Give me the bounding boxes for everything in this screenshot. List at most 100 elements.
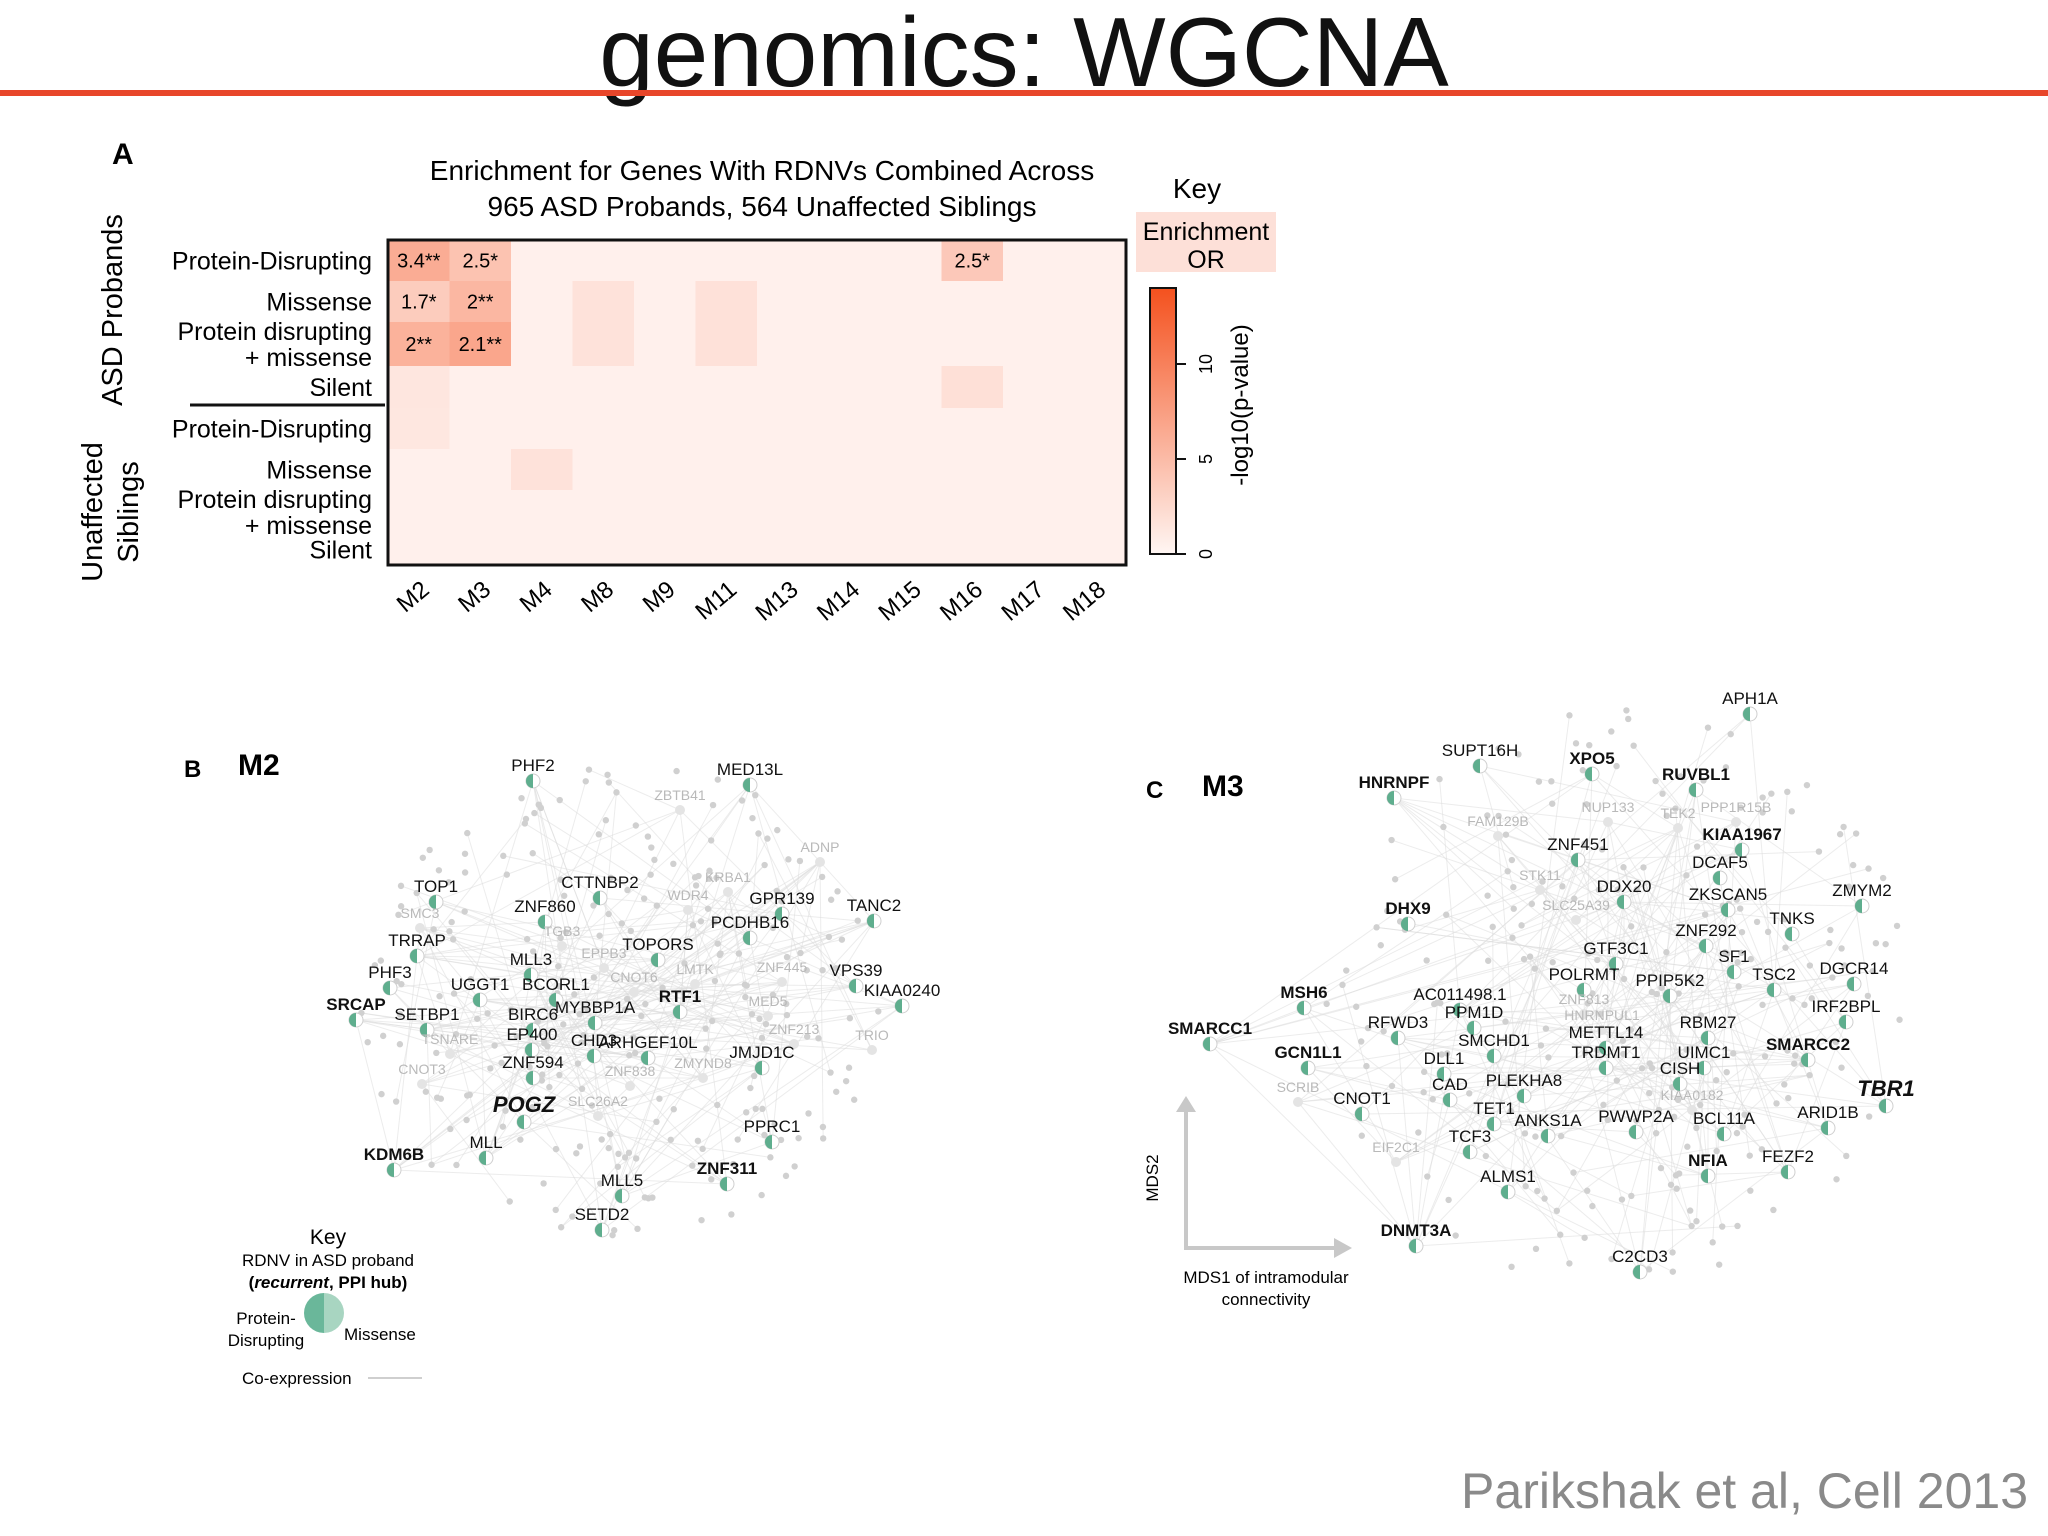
coexpression-edge [1605, 1067, 1829, 1129]
gene-dot [1688, 978, 1695, 985]
gene-dot [1836, 831, 1844, 838]
column-label: M3 [453, 576, 496, 618]
coexpression-edge [532, 780, 626, 1158]
coexpression-edge [532, 784, 751, 1079]
gene-dot [1504, 868, 1511, 875]
gene-node-half [1541, 1129, 1548, 1143]
gene-dot [371, 962, 379, 969]
coexpression-edge [1415, 1009, 1461, 1247]
gene-dot [1730, 1050, 1737, 1057]
coexpression-edge [1603, 1037, 1709, 1106]
coexpression-edge [436, 999, 481, 1098]
gene-node: KIAA1967 [1702, 825, 1782, 858]
gene-dot [1532, 1245, 1540, 1253]
gene-dot [597, 1180, 604, 1187]
gene-node: KRBA1 [705, 869, 751, 897]
gene-dot [642, 1000, 649, 1008]
gene-dot [1735, 983, 1742, 990]
gene-dot [627, 927, 635, 935]
gene-dot [714, 776, 722, 783]
gene-label: MED5 [749, 993, 788, 1009]
gene-dot [708, 1176, 715, 1183]
gene-dot [413, 889, 420, 897]
b-key-line1: RDNV in ASD proband [242, 1251, 414, 1270]
coexpression-edge [1443, 1029, 1603, 1075]
gene-node-half [588, 1016, 595, 1030]
coexpression-edge [1545, 1028, 1693, 1111]
gene-node-half [429, 895, 436, 909]
gene-dot [825, 933, 833, 941]
coexpression-edge [1605, 1047, 1697, 1129]
gene-dot [1849, 861, 1857, 869]
gene-label: STK11 [1519, 867, 1561, 883]
coexpression-edge [727, 891, 748, 986]
gene-dot [815, 1035, 822, 1042]
gene-dot [803, 967, 810, 974]
gene-node-faint [1293, 1097, 1303, 1107]
gene-node: ZNF445 [757, 959, 807, 987]
gene-dot [1452, 1232, 1459, 1239]
gene-dot [396, 1011, 404, 1018]
gene-label: TRDMT1 [1572, 1043, 1641, 1062]
gene-dot [1377, 942, 1384, 949]
coexpression-edge [1493, 1055, 1725, 1135]
gene-dot [750, 1072, 758, 1080]
gene-dot [1549, 959, 1556, 966]
gene-dot [614, 1163, 622, 1170]
gene-node: EPPB3 [581, 945, 627, 973]
gene-dot [774, 826, 781, 834]
gene-label: TSNARE [422, 1031, 479, 1047]
gene-node-half [1409, 1239, 1416, 1253]
gene-dot [537, 804, 545, 812]
gene-label: EIF2C1 [1372, 1139, 1420, 1155]
gene-dot [1415, 1129, 1422, 1136]
coexpression-edge [1395, 942, 1830, 1163]
gene-dot [1600, 1101, 1607, 1109]
gene-dot [1510, 883, 1517, 891]
gene-node-half [1599, 1061, 1606, 1075]
gene-dot [1741, 1111, 1748, 1118]
coexpression-edge [1556, 983, 1855, 1212]
gene-dot [540, 1180, 547, 1187]
gene-node: ANKS1A [1514, 1111, 1582, 1144]
coexpression-edge [1303, 901, 1625, 1009]
coexpression-edge [416, 955, 451, 1055]
gene-node-half [538, 915, 545, 929]
gene-label: MLL [469, 1133, 502, 1152]
slide-title: genomics: WGCNA [599, 0, 1449, 107]
gene-node-half [1855, 899, 1862, 913]
gene-dot [783, 1000, 790, 1008]
gene-dot [1697, 1012, 1705, 1019]
gene-dot [1815, 848, 1823, 855]
gene-node: SF1 [1718, 947, 1750, 980]
gene-dot [1584, 1000, 1591, 1007]
gene-dot [1747, 955, 1755, 963]
gene-dot [1673, 1185, 1680, 1192]
gene-dot [397, 882, 405, 890]
coexpression-edge [532, 993, 575, 1031]
gene-label: SETBP1 [394, 1005, 459, 1024]
coexpression-edge [1449, 1099, 1650, 1270]
mds-axes: MDS2 MDS1 of intramodular connectivity [1143, 1096, 1352, 1309]
gene-dot [819, 1123, 827, 1131]
gene-dot [1841, 962, 1848, 969]
gene-node-faint [1571, 915, 1581, 925]
coexpression-edge [1539, 889, 1726, 953]
row-group-siblings-line1: Unaffected [77, 442, 109, 582]
gene-node: GCN1L1 [1274, 1043, 1342, 1076]
gene-node: TNKS [1769, 909, 1815, 942]
gene-node: TANC2 [847, 896, 901, 929]
coexpression-edge [1393, 797, 1729, 911]
gene-node: CNOT6 [610, 969, 658, 997]
gene-dot [529, 850, 536, 857]
gene-node-half [849, 979, 856, 993]
m2-network-edges [355, 766, 903, 1239]
gene-dot [430, 926, 437, 933]
gene-dot [1806, 962, 1814, 969]
gene-dot [529, 948, 537, 955]
coexpression-edge [416, 955, 696, 985]
gene-dot [605, 910, 612, 918]
gene-node: ZNF213 [769, 1021, 819, 1049]
gene-dot [631, 1049, 639, 1057]
gene-dot [450, 990, 458, 997]
